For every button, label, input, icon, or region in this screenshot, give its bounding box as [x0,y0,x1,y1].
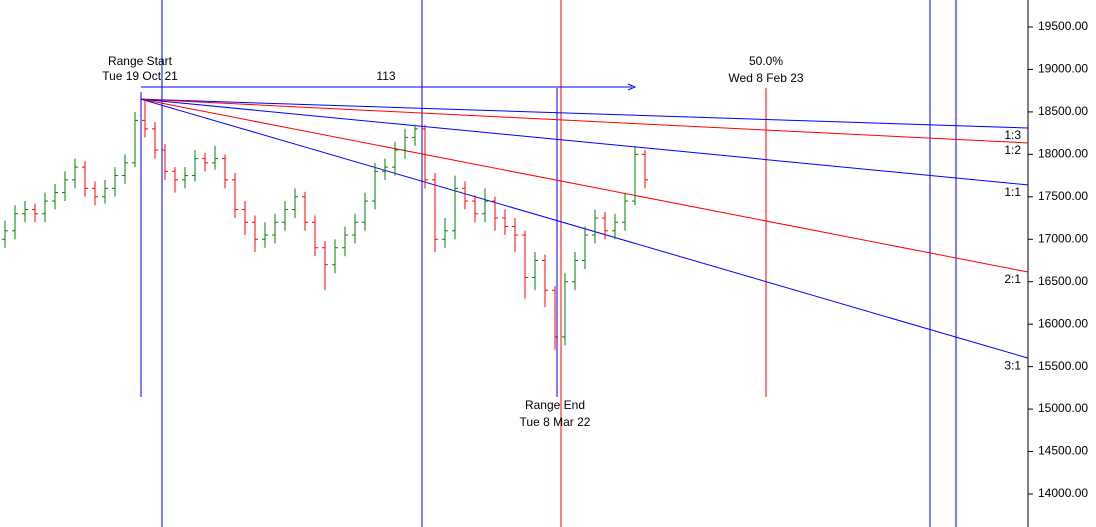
y-tick-label: 16000.00 [1038,316,1088,330]
annotation: Range Start [108,54,173,68]
y-tick-label: 15500.00 [1038,359,1088,373]
fan-line [140,98,1029,186]
annotation: Wed 8 Feb 23 [728,71,803,85]
y-tick-label: 17500.00 [1038,189,1088,203]
fan-line [140,98,1029,144]
y-tick-label: 18500.00 [1038,104,1088,118]
y-tick-label: 16500.00 [1038,274,1088,288]
annotation: 50.0% [749,54,783,68]
y-tick-label: 18000.00 [1038,147,1088,161]
fan-label: 1:1 [1004,185,1021,199]
fan-label: 2:1 [1004,272,1021,286]
annotation: Range End [525,398,585,412]
y-tick-label: 17000.00 [1038,231,1088,245]
fan-line [140,98,1029,129]
annotation: Tue 19 Oct 21 [102,69,178,83]
y-tick-label: 19000.00 [1038,62,1088,76]
fan-label: 1:3 [1004,128,1021,142]
y-tick-label: 14500.00 [1038,444,1088,458]
y-tick-label: 14000.00 [1038,486,1088,500]
fan-label: 3:1 [1004,358,1021,372]
fan-label: 1:2 [1004,143,1021,157]
y-tick-label: 19500.00 [1038,19,1088,33]
fan-line [140,98,1029,273]
annotation: 113 [376,69,395,83]
annotation: Tue 8 Mar 22 [520,415,591,429]
arrow-head [627,83,637,91]
y-tick-label: 15000.00 [1038,401,1088,415]
